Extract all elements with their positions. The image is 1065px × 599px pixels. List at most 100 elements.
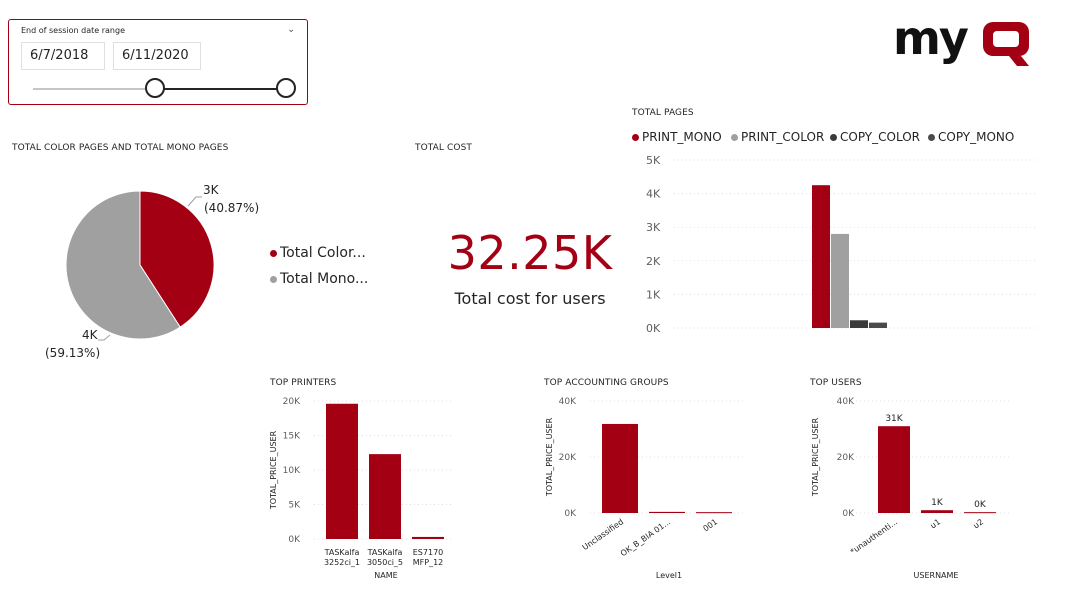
date-range-slicer: End of session date range ⌄ 6/7/2018 6/1… [8, 19, 308, 105]
top-printers-chart: 0K5K10K15K20KTOTAL_PRICE_USERTASKalfa325… [269, 397, 452, 580]
x-tick-label: Unclassified [581, 517, 626, 552]
bar[interactable] [878, 426, 910, 513]
y-tick-label: 0K [288, 535, 301, 545]
y-tick-label: 40K [837, 397, 855, 407]
legend-dot [632, 134, 639, 141]
top-users-chart: 0K 20K 40K TOTAL_PRICE_USER 31K *unauthenti..… [811, 397, 1009, 580]
y-axis-label: TOTAL_PRICE_USER [545, 417, 554, 497]
top-accounting-groups-chart: 0K 20K 40K TOTAL_PRICE_USER UnclassifiedOK_B… [545, 397, 743, 580]
legend-item-print-color[interactable]: PRINT_COLOR [731, 130, 824, 144]
x-tick-label: 001 [701, 517, 719, 533]
chevron-down-icon[interactable]: ⌄ [287, 24, 296, 35]
y-tick-label: 3K [646, 221, 661, 234]
range-fill [155, 88, 287, 90]
logo-q-mark [983, 22, 1029, 66]
bar-copy-color[interactable] [850, 320, 868, 328]
bar[interactable] [921, 510, 953, 513]
y-tick-label: 10K [283, 466, 301, 476]
x-tick-label: *unauthenti... [849, 517, 899, 556]
y-tick-label: 1K [646, 288, 661, 301]
legend-item-copy-mono[interactable]: COPY_MONO [928, 130, 1014, 144]
pie-chart [65, 190, 215, 341]
end-date-input[interactable]: 6/11/2020 [113, 42, 201, 70]
myq-logo: my [893, 18, 1029, 66]
x-tick-label: MFP_12 [413, 558, 444, 567]
cost-card-title: TOTAL COST [415, 143, 472, 153]
legend-item-print-mono[interactable]: PRINT_MONO [632, 130, 722, 144]
legend-label: PRINT_MONO [642, 130, 722, 144]
legend-dot-color [270, 249, 277, 257]
bar[interactable] [649, 511, 685, 513]
y-tick-label: 20K [283, 397, 301, 407]
bar[interactable] [369, 454, 401, 539]
x-tick-label: ES7170 [413, 548, 444, 557]
x-tick-label: 3050ci_5 [367, 558, 403, 567]
y-axis-label: TOTAL_PRICE_USER [269, 430, 278, 510]
total-pages-title: TOTAL PAGES [632, 108, 694, 118]
y-tick-label: 15K [283, 432, 301, 442]
bar-copy-mono[interactable] [869, 322, 887, 328]
x-axis-label: Level1 [656, 571, 682, 580]
legend-label: Total Mono... [280, 271, 369, 287]
pie-label-mono-pct: (59.13%) [45, 346, 101, 360]
top-users-title: TOP USERS [810, 378, 862, 388]
y-tick-label: 0K [564, 509, 577, 519]
bar-print-color[interactable] [831, 233, 849, 328]
pie-chart-title: TOTAL COLOR PAGES AND TOTAL MONO PAGES [12, 143, 229, 153]
bar[interactable] [964, 512, 996, 514]
x-tick-label: u2 [972, 517, 985, 530]
legend-dot [731, 134, 738, 141]
legend-label: COPY_COLOR [840, 130, 920, 144]
x-tick-label: TASKalfa [367, 548, 403, 557]
legend-dot [928, 134, 935, 141]
start-slider-handle[interactable] [145, 78, 165, 98]
x-tick-label: u1 [929, 517, 942, 530]
y-tick-label: 20K [837, 453, 855, 463]
bar[interactable] [696, 512, 732, 514]
pie-leader-line [98, 334, 111, 341]
pie-label-color-value: 3K [203, 183, 219, 197]
top-accounting-groups-title: TOP ACCOUNTING GROUPS [544, 378, 669, 388]
y-tick-label: 0K [842, 509, 855, 519]
y-tick-label: 40K [559, 397, 577, 407]
legend-label: COPY_MONO [938, 130, 1015, 144]
x-axis-label: USERNAME [914, 571, 959, 580]
slicer-title: End of session date range [21, 26, 125, 35]
x-tick-label: TASKalfa [324, 548, 360, 557]
y-tick-label: 5K [288, 501, 301, 511]
bar-print-mono[interactable] [812, 185, 830, 328]
data-label: 31K [885, 414, 903, 424]
x-tick-label: 3252ci_1 [324, 558, 360, 567]
pie-legend-item-color[interactable]: Total Color... [270, 245, 366, 261]
legend-label: Total Color... [280, 245, 366, 261]
y-tick-label: 2K [646, 255, 661, 268]
data-label: 0K [974, 500, 987, 510]
logo-text-my: my [893, 18, 969, 65]
pie-label-mono-value: 4K [82, 328, 98, 342]
top-printers-title: TOP PRINTERS [270, 378, 337, 388]
bar[interactable] [412, 536, 444, 539]
pie-label-color-pct: (40.87%) [204, 201, 260, 215]
total-cost-label: Total cost for users [454, 289, 606, 308]
total-cost-value: 32.25K [447, 226, 613, 280]
end-slider-handle[interactable] [276, 78, 296, 98]
legend-item-copy-color[interactable]: COPY_COLOR [830, 130, 920, 144]
bar[interactable] [326, 403, 358, 539]
x-tick-label: OK_B_BIA 01... [619, 517, 672, 558]
pie-leader-line [187, 196, 202, 207]
pie-slice-mono[interactable] [65, 190, 181, 340]
pie-legend-item-mono[interactable]: Total Mono... [270, 271, 368, 287]
y-tick-label: 5K [646, 154, 661, 167]
y-tick-label: 4K [646, 188, 661, 201]
data-label: 1K [931, 498, 944, 508]
total-pages-chart: 0K 1K 2K 3K 4K 5K [646, 154, 1037, 335]
legend-label: PRINT_COLOR [741, 130, 825, 144]
y-tick-label: 0K [646, 322, 661, 335]
y-tick-label: 20K [559, 453, 577, 463]
y-axis-label: TOTAL_PRICE_USER [811, 417, 820, 497]
start-date-input[interactable]: 6/7/2018 [21, 42, 105, 70]
legend-dot-mono [270, 275, 277, 283]
bar[interactable] [602, 423, 638, 513]
x-axis-label: NAME [374, 571, 397, 580]
legend-dot [830, 134, 837, 141]
